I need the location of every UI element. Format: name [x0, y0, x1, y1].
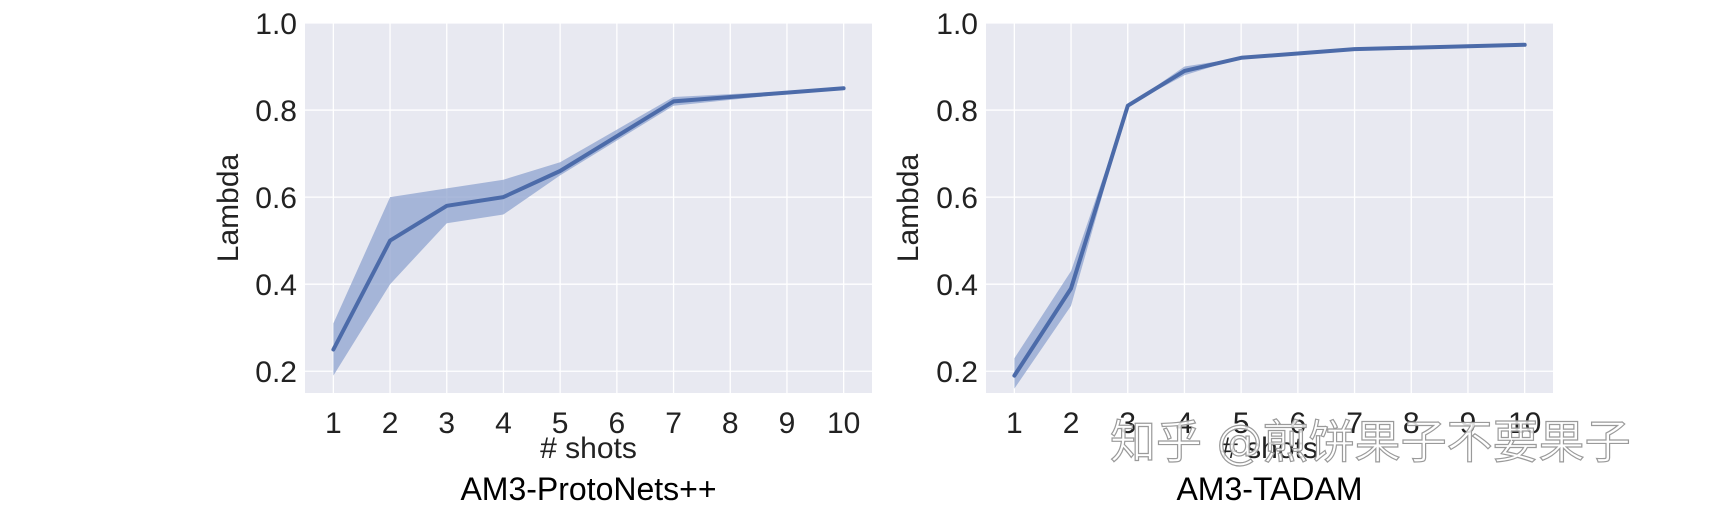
x-tick-label: 10 [827, 407, 860, 440]
y-tick-label: 0.4 [936, 269, 978, 302]
y-tick-label: 0.4 [255, 269, 297, 302]
chart-panel-tadam: 0.2 0.4 0.6 0.8 1.0 1 2 3 4 5 6 7 8 9 10 Lambda # sho… [892, 8, 1553, 507]
x-tick-label: 9 [779, 407, 796, 440]
x-tick-label: 9 [1460, 407, 1477, 440]
series-line [1012, 42, 1527, 378]
x-tick-labels: 1 2 3 4 5 6 7 8 9 10 [1006, 407, 1541, 440]
x-tick-label: 5 [1233, 407, 1250, 440]
x-tick-label: 2 [382, 407, 399, 440]
y-tick-label: 0.8 [936, 95, 978, 128]
y-tick-label: 1.0 [936, 8, 978, 41]
y-tick-labels: 0.2 0.4 0.6 0.8 1.0 [255, 8, 297, 389]
y-tick-labels: 0.2 0.4 0.6 0.8 1.0 [936, 8, 978, 389]
x-tick-label: 1 [1006, 407, 1023, 440]
x-axis-label: # shots [1221, 432, 1318, 465]
x-tick-label: 4 [495, 407, 512, 440]
y-tick-label: 0.2 [255, 356, 297, 389]
gridlines [305, 22, 872, 393]
y-axis-label: Lambda [212, 153, 245, 262]
x-tick-label: 2 [1063, 407, 1080, 440]
gridlines [986, 22, 1553, 393]
chart-panel-protonets: 0.2 0.4 0.6 0.8 1.0 1 2 3 4 5 6 7 8 9 10 Lambda # sho… [212, 8, 872, 507]
y-tick-label: 0.2 [936, 356, 978, 389]
x-tick-label: 4 [1176, 407, 1193, 440]
x-tick-label: 6 [609, 407, 626, 440]
x-tick-label: 10 [1508, 407, 1541, 440]
y-tick-label: 0.8 [255, 95, 297, 128]
x-axis-label: # shots [540, 432, 637, 465]
x-tick-label: 3 [438, 407, 455, 440]
panel-title: AM3-ProtoNets++ [460, 471, 716, 507]
y-tick-label: 0.6 [936, 182, 978, 215]
y-axis-label: Lambda [892, 153, 925, 262]
x-tick-label: 3 [1119, 407, 1136, 440]
x-tick-label: 6 [1290, 407, 1307, 440]
y-tick-label: 1.0 [255, 8, 297, 41]
panel-title: AM3-TADAM [1176, 471, 1362, 507]
x-tick-label: 8 [722, 407, 739, 440]
series-line [331, 86, 846, 352]
confidence-band [333, 88, 844, 376]
x-tick-label: 1 [325, 407, 342, 440]
y-tick-label: 0.6 [255, 182, 297, 215]
x-tick-label: 5 [552, 407, 569, 440]
plot-area [986, 23, 1553, 393]
x-tick-label: 7 [1346, 407, 1363, 440]
x-tick-label: 7 [665, 407, 682, 440]
x-tick-label: 8 [1403, 407, 1420, 440]
watermark: 知乎 @煎饼果子不要果子 [1110, 415, 1631, 469]
x-tick-labels: 1 2 3 4 5 6 7 8 9 10 [325, 407, 860, 440]
